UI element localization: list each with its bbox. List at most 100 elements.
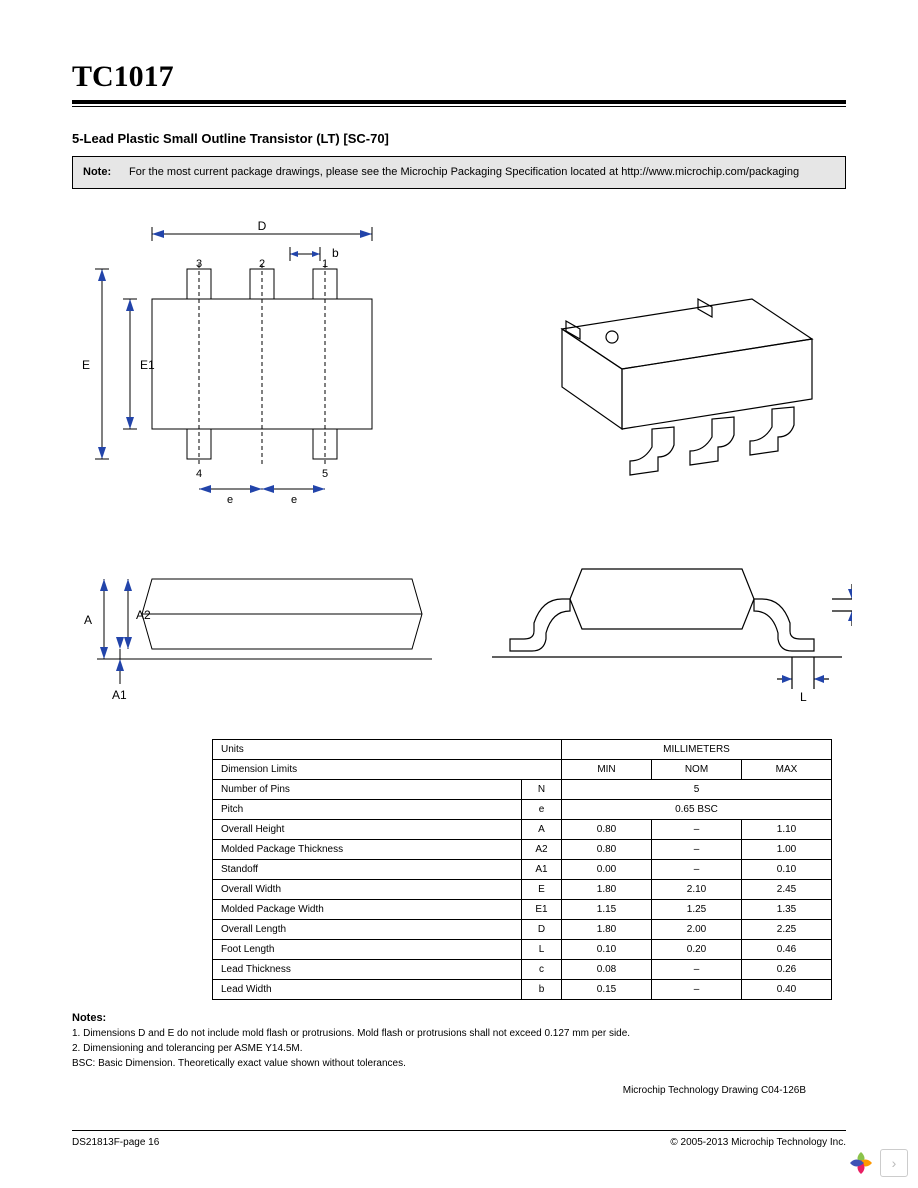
row-value: 1.25 (652, 899, 742, 919)
header-rule-thick (72, 100, 846, 104)
section-title: 5-Lead Plastic Small Outline Transistor … (72, 131, 846, 146)
note-text: For the most current package drawings, p… (129, 165, 799, 180)
row-value: 0.00 (562, 859, 652, 879)
table-row: StandoffA10.00–0.10 (213, 859, 832, 879)
header-rule-thin (72, 106, 846, 107)
row-symbol: A2 (522, 839, 562, 859)
row-value: 2.10 (652, 879, 742, 899)
row-value: 0.46 (742, 939, 832, 959)
row-value: – (652, 839, 742, 859)
svg-text:b: b (332, 246, 339, 260)
row-value: 1.80 (562, 879, 652, 899)
row-symbol: E (522, 879, 562, 899)
svg-text:A1: A1 (112, 688, 127, 702)
row-label: Overall Width (213, 879, 522, 899)
row-value: 0.26 (742, 959, 832, 979)
table-row: Units MILLIMETERS (213, 739, 832, 759)
row-value: 0.40 (742, 979, 832, 999)
row-label: Molded Package Width (213, 899, 522, 919)
svg-text:e: e (291, 494, 297, 506)
notes-heading: Notes: (72, 1010, 846, 1027)
chevron-right-icon: › (892, 1155, 897, 1171)
row-label: Overall Height (213, 819, 522, 839)
svg-text:e: e (227, 494, 233, 506)
row-value: 0.10 (742, 859, 832, 879)
svg-text:3: 3 (196, 258, 202, 270)
footer-right: © 2005-2013 Microchip Technology Inc. (670, 1137, 846, 1148)
row-label: Molded Package Thickness (213, 839, 522, 859)
svg-text:4: 4 (196, 468, 202, 480)
table-row: Number of PinsN5 (213, 779, 832, 799)
svg-text:A: A (84, 613, 92, 627)
row-value: 5 (562, 779, 832, 799)
row-symbol: E1 (522, 899, 562, 919)
page-title: TC1017 (72, 60, 846, 94)
footer-left: DS21813F-page 16 (72, 1137, 159, 1148)
table-row: Molded Package ThicknessA20.80–1.00 (213, 839, 832, 859)
row-label: Foot Length (213, 939, 522, 959)
notes-item: 2. Dimensioning and tolerancing per ASME… (72, 1041, 846, 1056)
col-min: MIN (562, 759, 652, 779)
units-value: MILLIMETERS (562, 739, 832, 759)
nav-widget: › (846, 1148, 908, 1178)
row-value: 0.80 (562, 839, 652, 859)
row-value: 2.45 (742, 879, 832, 899)
row-value: 0.65 BSC (562, 799, 832, 819)
row-symbol: A1 (522, 859, 562, 879)
row-label: Standoff (213, 859, 522, 879)
row-value: 0.08 (562, 959, 652, 979)
svg-text:E1: E1 (140, 358, 155, 372)
row-value: 0.20 (652, 939, 742, 959)
svg-text:1: 1 (322, 258, 328, 270)
note-box: Note: For the most current package drawi… (72, 156, 846, 189)
units-label: Units (213, 739, 562, 759)
row-label: Number of Pins (213, 779, 522, 799)
row-value: 0.10 (562, 939, 652, 959)
row-label: Lead Thickness (213, 959, 522, 979)
col-max: MAX (742, 759, 832, 779)
row-value: 1.15 (562, 899, 652, 919)
row-symbol: b (522, 979, 562, 999)
row-value: 2.25 (742, 919, 832, 939)
table-row: Dimension Limits MIN NOM MAX (213, 759, 832, 779)
table-row: Pitche0.65 BSC (213, 799, 832, 819)
table-row: Lead Thicknessc0.08–0.26 (213, 959, 832, 979)
row-value: 0.15 (562, 979, 652, 999)
row-value: – (652, 859, 742, 879)
row-value: 0.80 (562, 819, 652, 839)
table-row: Foot LengthL0.100.200.46 (213, 939, 832, 959)
col-nom: NOM (652, 759, 742, 779)
row-value: – (652, 959, 742, 979)
notes-block: Notes: 1. Dimensions D and E do not incl… (72, 1010, 846, 1072)
page-footer: DS21813F-page 16 © 2005-2013 Microchip T… (72, 1130, 846, 1148)
row-symbol: N (522, 779, 562, 799)
row-symbol: c (522, 959, 562, 979)
table-row: Overall HeightA0.80–1.10 (213, 819, 832, 839)
row-value: 1.80 (562, 919, 652, 939)
package-diagram: D b 3 2 1 4 5 (72, 209, 846, 729)
row-value: – (652, 979, 742, 999)
row-symbol: L (522, 939, 562, 959)
dimension-table: Units MILLIMETERS Dimension Limits MIN N… (212, 739, 832, 1000)
next-page-button[interactable]: › (880, 1149, 908, 1177)
svg-text:5: 5 (322, 468, 328, 480)
svg-text:2: 2 (259, 258, 265, 270)
row-value: – (652, 819, 742, 839)
note-label: Note: (83, 165, 129, 180)
row-symbol: D (522, 919, 562, 939)
row-label: Lead Width (213, 979, 522, 999)
svg-text:L: L (800, 690, 807, 704)
table-row: Lead Widthb0.15–0.40 (213, 979, 832, 999)
table-row: Molded Package WidthE11.151.251.35 (213, 899, 832, 919)
table-row: Overall LengthD1.802.002.25 (213, 919, 832, 939)
row-label: Overall Length (213, 919, 522, 939)
row-value: 2.00 (652, 919, 742, 939)
dimlimits-label: Dimension Limits (213, 759, 562, 779)
footer-rule (72, 1130, 846, 1131)
row-value: 1.35 (742, 899, 832, 919)
row-symbol: A (522, 819, 562, 839)
table-row: Overall WidthE1.802.102.45 (213, 879, 832, 899)
svg-text:A2: A2 (136, 608, 151, 622)
svg-text:D: D (258, 219, 267, 233)
svg-text:E: E (82, 358, 90, 372)
